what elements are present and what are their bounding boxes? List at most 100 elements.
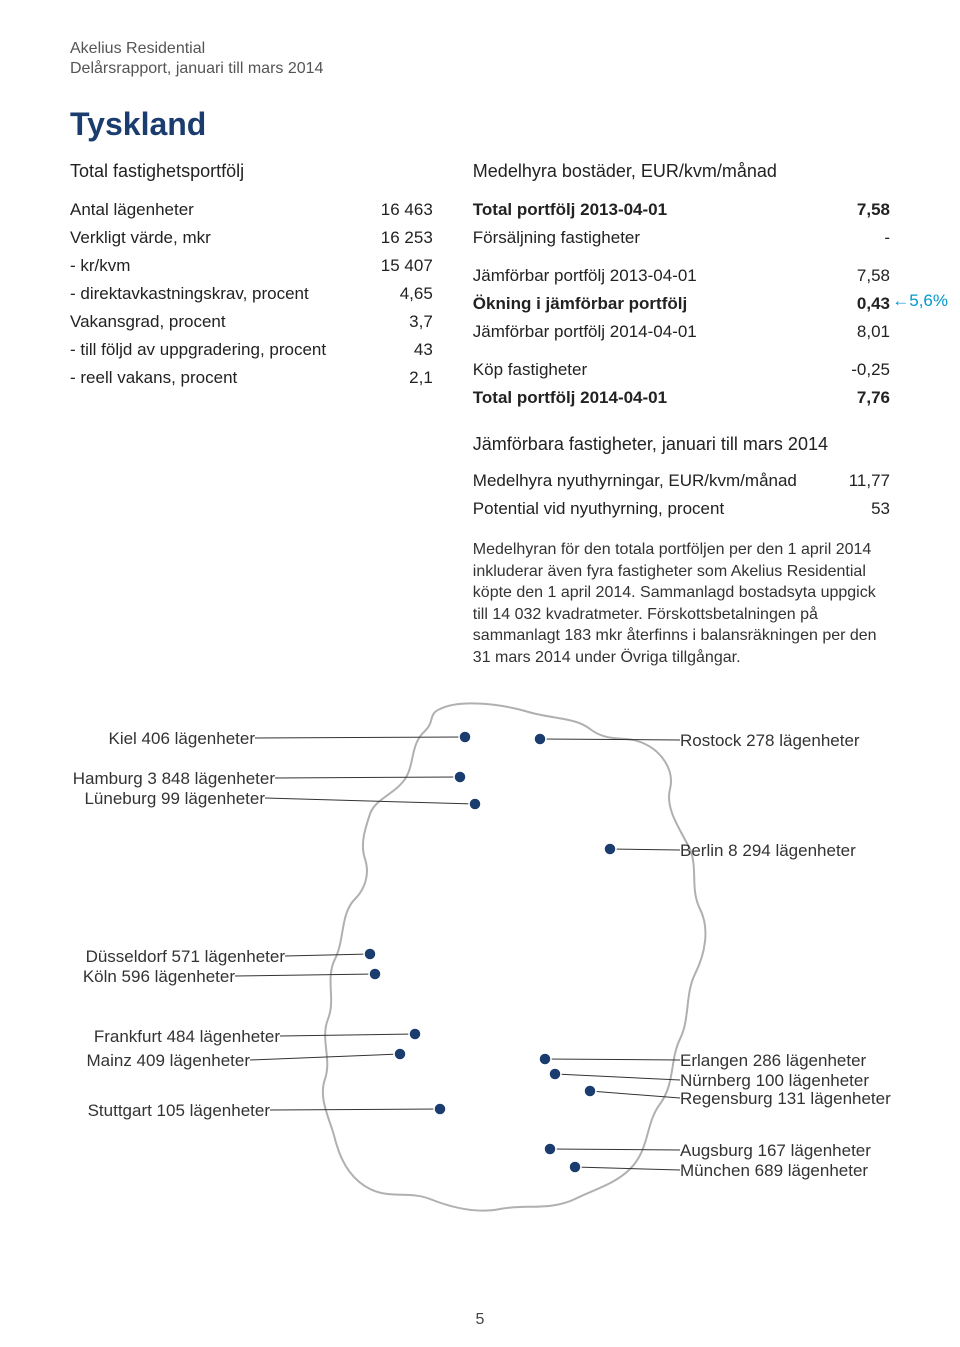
row-label: Verkligt värde, mkr xyxy=(70,224,372,252)
page-number: 5 xyxy=(0,1311,960,1329)
city-dot-icon xyxy=(534,733,546,745)
city-leader-line xyxy=(575,1167,680,1170)
city-dot-icon xyxy=(369,968,381,980)
row-value: 8,01 xyxy=(828,318,890,346)
row-value: 43 xyxy=(372,336,433,364)
city-dot-icon xyxy=(539,1053,551,1065)
city-dot-icon xyxy=(434,1103,446,1115)
row-label: Vakansgrad, procent xyxy=(70,308,372,336)
tables-row: Total fastighetsportfölj Antal lägenhete… xyxy=(70,161,890,669)
row-value: 0,43 xyxy=(828,290,890,318)
city-dot-icon xyxy=(549,1068,561,1080)
city-label: Mainz 409 lägenheter xyxy=(86,1051,250,1071)
table-row: Ökning i jämförbar portfölj0,43 xyxy=(473,290,890,318)
row-label: Total portfölj 2014-04-01 xyxy=(473,384,829,412)
city-dot-icon xyxy=(459,731,471,743)
document-page: Akelius Residential Delårsrapport, janua… xyxy=(0,0,960,1347)
city-dot-icon xyxy=(569,1161,581,1173)
row-value: 2,1 xyxy=(372,364,433,392)
city-dot-icon xyxy=(469,798,481,810)
city-dot-icon xyxy=(584,1085,596,1097)
table-row: Potential vid nyuthyrning, procent53 xyxy=(473,495,890,523)
city-label: Nürnberg 100 lägenheter xyxy=(680,1071,869,1091)
row-value: 7,76 xyxy=(828,384,890,412)
row-label: Total portfölj 2013-04-01 xyxy=(473,196,829,224)
city-label: Regensburg 131 lägenheter xyxy=(680,1089,891,1109)
comparison-title: Jämförbara fastigheter, januari till mar… xyxy=(473,434,890,455)
row-value: - xyxy=(828,224,890,252)
table-row: Köp fastigheter-0,25 xyxy=(473,356,890,384)
left-column: Total fastighetsportfölj Antal lägenhete… xyxy=(70,161,433,669)
city-label: München 689 lägenheter xyxy=(680,1161,868,1181)
city-label: Kiel 406 lägenheter xyxy=(108,729,255,749)
row-value: 3,7 xyxy=(372,308,433,336)
city-dot-icon xyxy=(394,1048,406,1060)
row-label: Köp fastigheter xyxy=(473,356,829,384)
comparison-table: Medelhyra nyuthyrningar, EUR/kvm/månad11… xyxy=(473,467,890,523)
row-label: Potential vid nyuthyrning, procent xyxy=(473,495,843,523)
city-label: Köln 596 lägenheter xyxy=(83,967,235,987)
city-label: Erlangen 286 lägenheter xyxy=(680,1051,866,1071)
table-row: - kr/kvm15 407 xyxy=(70,252,433,280)
row-value: 16 253 xyxy=(372,224,433,252)
city-dot-icon xyxy=(409,1028,421,1040)
city-label: Berlin 8 294 lägenheter xyxy=(680,841,856,861)
row-label: - till följd av uppgradering, procent xyxy=(70,336,372,364)
city-label: Rostock 278 lägenheter xyxy=(680,731,860,751)
city-leader-line xyxy=(255,737,465,738)
report-subtitle: Delårsrapport, januari till mars 2014 xyxy=(70,60,890,78)
city-leader-line xyxy=(540,739,680,740)
row-label: Jämförbar portfölj 2014-04-01 xyxy=(473,318,829,346)
table-row: Total portfölj 2014-04-017,76 xyxy=(473,384,890,412)
table-row: - direktavkastningskrav, procent4,65 xyxy=(70,280,433,308)
report-company: Akelius Residential xyxy=(70,40,890,58)
row-value: 7,58 xyxy=(828,196,890,224)
portfolio-table: Antal lägenheter16 463 Verkligt värde, m… xyxy=(70,196,433,392)
row-label: - kr/kvm xyxy=(70,252,372,280)
city-label: Düsseldorf 571 lägenheter xyxy=(86,947,285,967)
right-table-title: Medelhyra bostäder, EUR/kvm/månad xyxy=(473,161,890,182)
row-label: - reell vakans, procent xyxy=(70,364,372,392)
table-row: Antal lägenheter16 463 xyxy=(70,196,433,224)
city-label: Stuttgart 105 lägenheter xyxy=(88,1101,270,1121)
row-value: 4,65 xyxy=(372,280,433,308)
city-label: Lüneburg 99 lägenheter xyxy=(84,789,265,809)
table-row: - reell vakans, procent2,1 xyxy=(70,364,433,392)
row-label: Medelhyra nyuthyrningar, EUR/kvm/månad xyxy=(473,467,843,495)
rent-table: Total portfölj 2013-04-017,58 Försäljnin… xyxy=(473,196,890,412)
callout-value: 5,6% xyxy=(909,291,948,310)
row-value: 16 463 xyxy=(372,196,433,224)
city-label: Augsburg 167 lägenheter xyxy=(680,1141,871,1161)
table-row: Total portfölj 2013-04-017,58 xyxy=(473,196,890,224)
arrow-left-icon: ← xyxy=(892,291,907,310)
country-title: Tyskland xyxy=(70,106,890,143)
row-value: 7,58 xyxy=(828,262,890,290)
row-label: Försäljning fastigheter xyxy=(473,224,829,252)
percent-callout: ←5,6% xyxy=(892,291,948,311)
row-label: Antal lägenheter xyxy=(70,196,372,224)
city-dot-icon xyxy=(544,1143,556,1155)
city-leader-line xyxy=(550,1149,680,1150)
table-row: Jämförbar portfölj 2013-04-017,58 xyxy=(473,262,890,290)
city-leader-line xyxy=(270,1109,440,1110)
city-dot-icon xyxy=(604,843,616,855)
city-leader-line xyxy=(285,954,370,956)
city-leader-line xyxy=(280,1034,415,1036)
city-dot-icon xyxy=(364,948,376,960)
city-dot-icon xyxy=(454,771,466,783)
row-value: -0,25 xyxy=(828,356,890,384)
table-row: Medelhyra nyuthyrningar, EUR/kvm/månad11… xyxy=(473,467,890,495)
map-outline xyxy=(323,703,706,1210)
row-value: 15 407 xyxy=(372,252,433,280)
left-table-title: Total fastighetsportfölj xyxy=(70,161,433,182)
city-leader-line xyxy=(235,974,375,976)
table-row: Vakansgrad, procent3,7 xyxy=(70,308,433,336)
city-leader-line xyxy=(555,1074,680,1080)
footnote-text: Medelhyran för den totala portföljen per… xyxy=(473,539,890,669)
city-label: Hamburg 3 848 lägenheter xyxy=(73,769,275,789)
city-label: Frankfurt 484 lägenheter xyxy=(94,1027,280,1047)
table-row: Verkligt värde, mkr16 253 xyxy=(70,224,433,252)
row-value: 53 xyxy=(843,495,890,523)
city-leader-line xyxy=(545,1059,680,1060)
table-row: Jämförbar portfölj 2014-04-018,01 xyxy=(473,318,890,346)
